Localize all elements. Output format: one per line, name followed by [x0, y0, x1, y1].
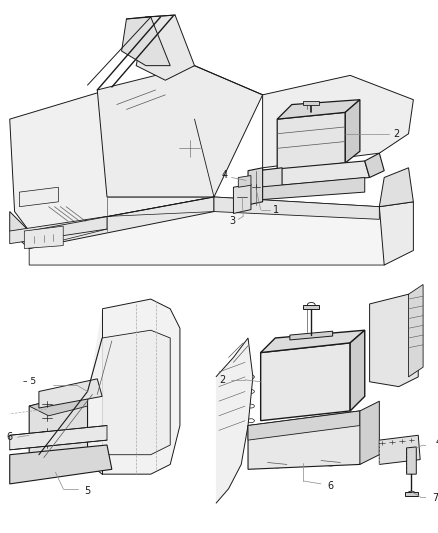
Polygon shape — [370, 294, 418, 386]
Polygon shape — [29, 391, 88, 416]
Polygon shape — [345, 100, 360, 163]
Polygon shape — [10, 445, 112, 484]
Polygon shape — [39, 379, 102, 408]
Text: 2: 2 — [394, 129, 400, 139]
Polygon shape — [19, 187, 58, 207]
Polygon shape — [379, 202, 413, 265]
Polygon shape — [102, 330, 170, 455]
Text: 6: 6 — [7, 432, 13, 442]
Text: 5: 5 — [85, 486, 91, 496]
Ellipse shape — [69, 464, 77, 469]
Text: 3: 3 — [230, 216, 236, 227]
Polygon shape — [136, 15, 194, 80]
Polygon shape — [258, 177, 365, 200]
Polygon shape — [214, 197, 379, 219]
Polygon shape — [29, 197, 214, 248]
Polygon shape — [277, 112, 345, 171]
Polygon shape — [10, 212, 29, 248]
Polygon shape — [258, 168, 282, 200]
Polygon shape — [277, 100, 360, 119]
Polygon shape — [233, 184, 251, 214]
Polygon shape — [409, 285, 423, 377]
Ellipse shape — [272, 461, 283, 468]
Polygon shape — [261, 330, 365, 353]
Polygon shape — [10, 216, 107, 244]
Polygon shape — [78, 299, 180, 474]
Text: 2: 2 — [219, 375, 226, 385]
Text: 4: 4 — [436, 437, 438, 447]
Polygon shape — [29, 391, 88, 469]
Polygon shape — [10, 425, 107, 450]
Polygon shape — [365, 153, 384, 177]
Polygon shape — [304, 101, 319, 104]
Polygon shape — [216, 338, 253, 503]
Polygon shape — [258, 161, 370, 187]
Polygon shape — [25, 226, 63, 248]
Polygon shape — [263, 75, 413, 168]
Polygon shape — [122, 17, 170, 66]
Polygon shape — [248, 411, 374, 469]
Polygon shape — [248, 411, 360, 440]
Polygon shape — [379, 168, 413, 207]
Polygon shape — [248, 168, 263, 205]
Polygon shape — [261, 343, 350, 421]
Text: – 5: – 5 — [23, 377, 36, 386]
Text: 1: 1 — [273, 205, 279, 215]
Polygon shape — [360, 401, 379, 464]
Text: 4: 4 — [222, 169, 228, 180]
Polygon shape — [379, 435, 420, 464]
Ellipse shape — [84, 389, 92, 394]
Polygon shape — [405, 491, 418, 496]
Polygon shape — [10, 90, 214, 231]
Polygon shape — [304, 305, 319, 309]
Text: 6: 6 — [328, 481, 334, 491]
Polygon shape — [350, 330, 365, 411]
Polygon shape — [29, 197, 404, 265]
Polygon shape — [238, 175, 251, 187]
Polygon shape — [406, 447, 416, 474]
Polygon shape — [290, 331, 332, 340]
Text: 7: 7 — [433, 494, 438, 504]
Polygon shape — [97, 66, 263, 197]
Ellipse shape — [325, 459, 336, 466]
Ellipse shape — [35, 470, 43, 475]
